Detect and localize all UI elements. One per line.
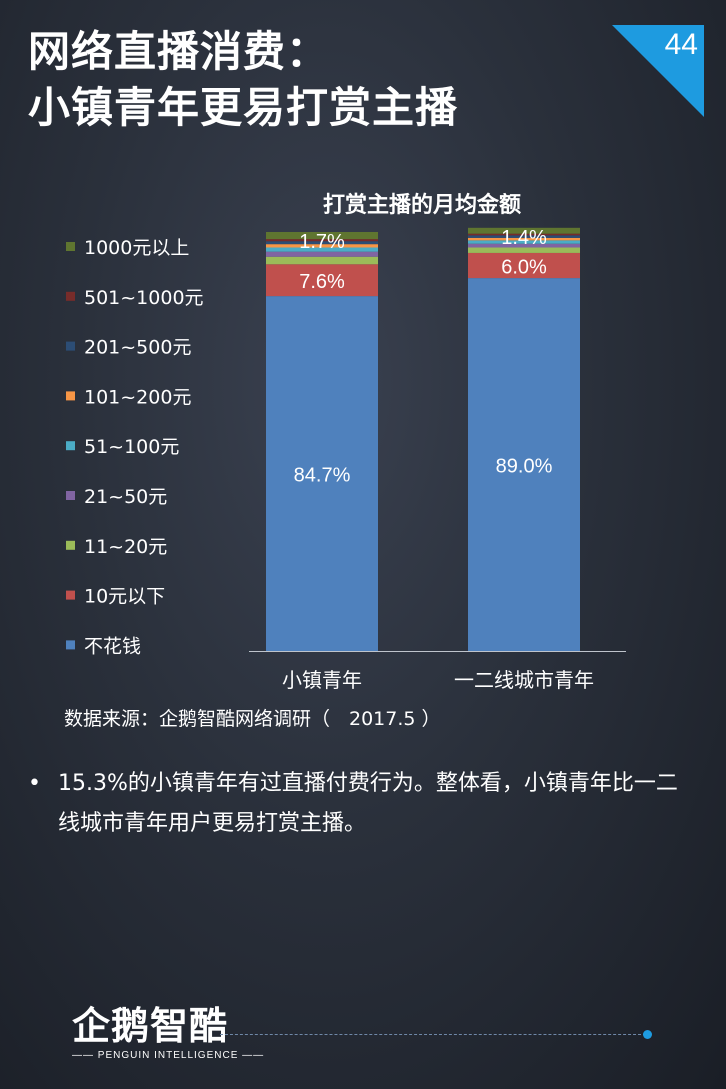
bar-chart: 打赏主播的月均金额 84.7% 7.6% 1.7% 小镇青年 89.0% 6.0% 1.4% 一… — [66, 192, 626, 692]
bar-segment — [266, 247, 378, 252]
title-line-1: 网络直播消费： — [28, 27, 330, 76]
legend-label: 501~1000元 — [84, 287, 204, 309]
logo-subtext: —— PENGUIN INTELLIGENCE —— — [72, 1050, 265, 1061]
data-label: 6.0% — [501, 257, 547, 279]
data-label: 84.7% — [294, 465, 351, 487]
x-tick-label: 一二线城市青年 — [454, 668, 594, 692]
legend-label: 11~20元 — [84, 536, 167, 558]
page-number: 44 — [664, 28, 698, 61]
bar-segment — [468, 227, 580, 234]
data-label: 1.7% — [299, 231, 345, 253]
legend-swatch — [66, 291, 75, 301]
logo-text: 企鹅智酷 — [72, 1004, 229, 1048]
data-label: 7.6% — [299, 271, 345, 293]
footer-dot-icon — [643, 1030, 652, 1039]
bar-segment — [266, 256, 378, 265]
bar-segment — [266, 239, 378, 242]
legend-label: 101~200元 — [84, 386, 191, 408]
bullet-icon: • — [28, 771, 41, 796]
bar-segment — [266, 241, 378, 245]
bullet-point: • 15.3%的小镇青年有过直播付费行为。整体看，小镇青年比一二线城市青年用户更… — [28, 764, 678, 844]
legend-label: 51~100元 — [84, 436, 179, 458]
data-source-note: 数据来源：企鹅智酷网络调研（ 2017.5 ） — [64, 708, 441, 730]
legend-label: 201~500元 — [84, 337, 191, 359]
bar-segment — [266, 251, 378, 257]
legend-swatch — [66, 242, 75, 251]
page-corner-triangle — [612, 25, 704, 117]
bar-segment — [266, 244, 378, 248]
bar-segment — [468, 247, 580, 253]
bar-segment — [266, 264, 378, 297]
bar-segment — [468, 237, 580, 241]
legend-swatch — [66, 540, 75, 550]
bar-segment — [468, 235, 580, 238]
bar-segment — [468, 240, 580, 244]
legend-label: 10元以下 — [84, 586, 165, 608]
data-label: 89.0% — [496, 456, 553, 478]
footer-dashed-line — [220, 1034, 646, 1035]
legend-label: 不花钱 — [84, 635, 141, 657]
legend-swatch — [66, 441, 75, 451]
legend-swatch — [66, 341, 75, 351]
bar-segment — [266, 232, 378, 240]
legend-swatch — [66, 391, 75, 401]
bar-segment — [468, 252, 580, 279]
legend-swatch — [66, 640, 75, 650]
legend-label: 1000元以上 — [84, 237, 189, 259]
x-tick-label: 小镇青年 — [282, 668, 362, 692]
bar-segment — [468, 278, 580, 651]
data-label: 1.4% — [501, 227, 547, 249]
legend-swatch — [66, 491, 75, 500]
penguin-intelligence-logo: 企鹅智酷 —— PENGUIN INTELLIGENCE —— — [72, 1004, 264, 1061]
bar-segment — [468, 233, 580, 236]
bar-segment — [266, 296, 378, 651]
title-line-2: 小镇青年更易打赏主播 — [28, 83, 459, 132]
slide-title: 网络直播消费： 小镇青年更易打赏主播 — [28, 24, 458, 136]
legend-label: 21~50元 — [84, 486, 167, 508]
bullet-text: 15.3%的小镇青年有过直播付费行为。整体看，小镇青年比一二线城市青年用户更易打… — [58, 771, 678, 836]
bar-segment — [468, 243, 580, 248]
legend-swatch — [66, 590, 75, 600]
chart-title: 打赏主播的月均金额 — [323, 192, 521, 218]
